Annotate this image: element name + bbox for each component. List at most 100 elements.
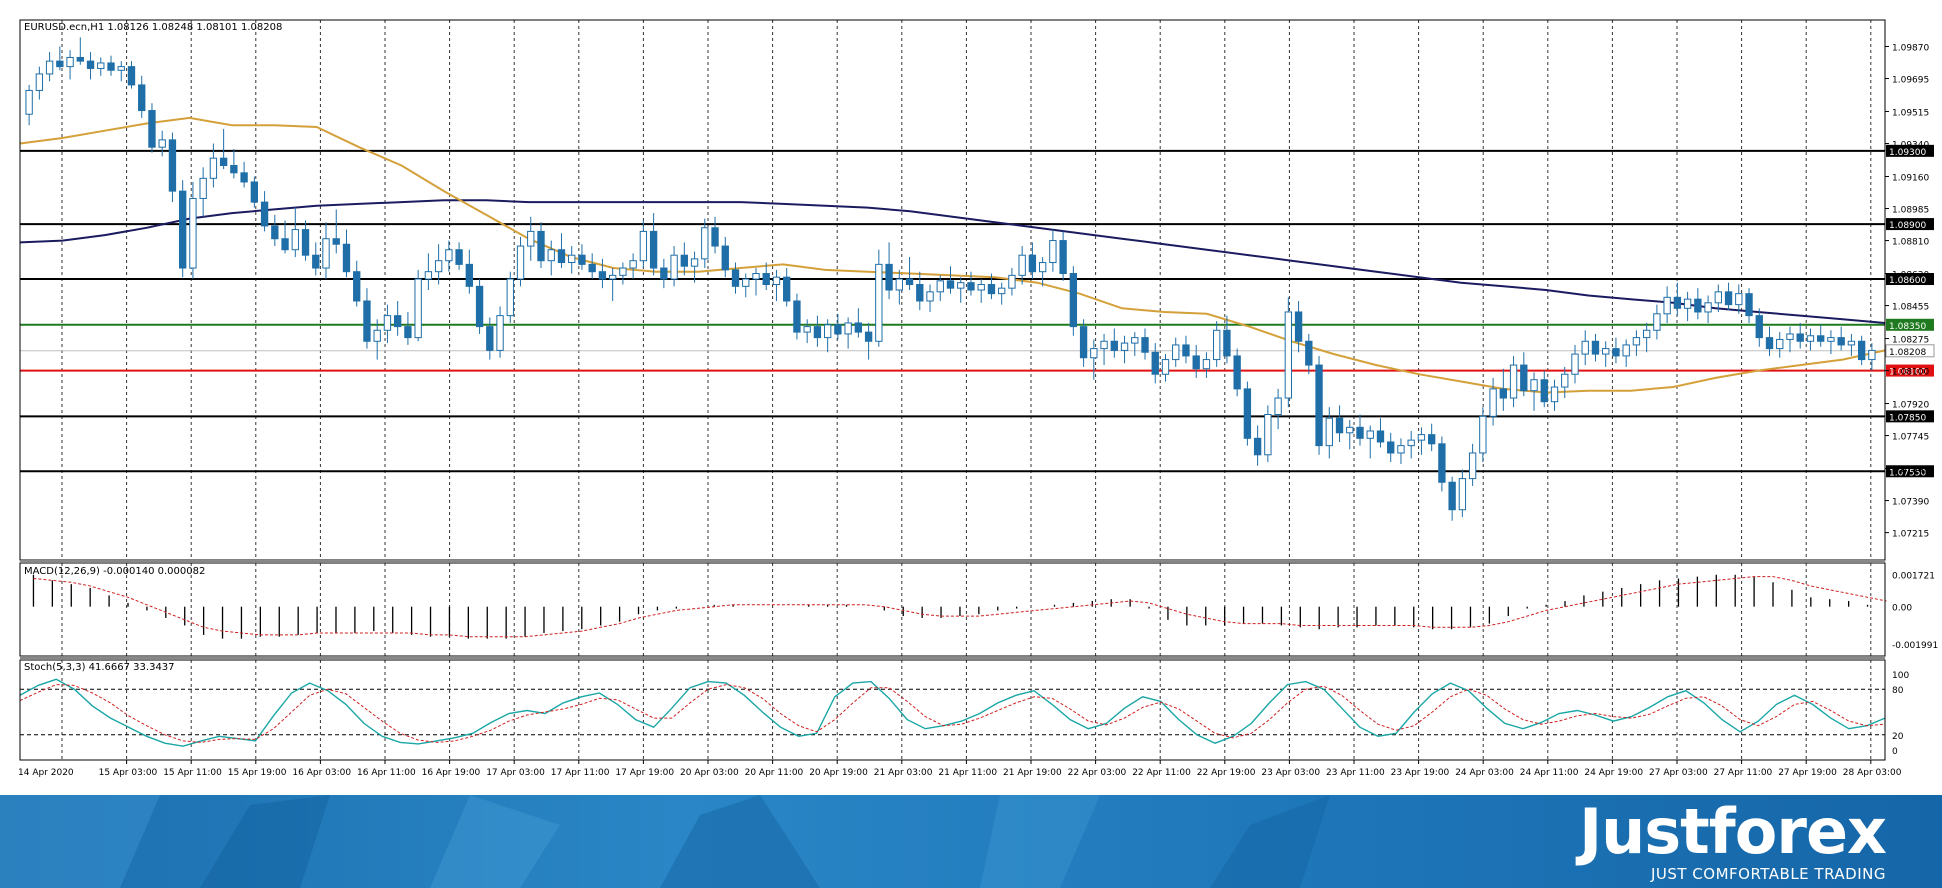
level-label: 1.07550 <box>1889 468 1926 478</box>
moving-averages <box>19 116 1886 394</box>
candle <box>731 262 740 294</box>
candle <box>260 191 269 232</box>
candle <box>1776 332 1784 358</box>
symbol-header: EURUSD.ecn,H1 1.08126 1.08248 1.08101 1.… <box>24 22 282 33</box>
stoch-tick-label: 100 <box>1892 671 1909 681</box>
candle <box>1868 343 1876 371</box>
candle <box>742 273 750 298</box>
candle <box>86 51 95 80</box>
candle <box>987 273 996 300</box>
candle <box>486 317 494 360</box>
candle <box>608 268 617 301</box>
candle <box>1561 366 1569 399</box>
candle <box>291 207 299 258</box>
candle <box>588 253 596 280</box>
candle <box>1387 432 1395 463</box>
y-tick-label: 1.09870 <box>1892 43 1929 53</box>
y-tick-label: 1.09160 <box>1892 173 1929 183</box>
candle <box>1806 328 1815 351</box>
candle <box>1817 324 1825 347</box>
candle <box>1059 231 1067 281</box>
candle <box>76 37 84 65</box>
candle <box>1038 257 1047 287</box>
candle <box>752 268 760 296</box>
x-tick-label: 27 Apr 03:00 <box>1649 768 1708 778</box>
candle <box>1642 322 1651 353</box>
candle <box>1673 282 1682 316</box>
candle <box>1857 335 1866 366</box>
candle <box>670 246 678 287</box>
candle <box>598 258 607 289</box>
candle <box>557 233 566 269</box>
candle <box>1827 330 1835 355</box>
time-axis: 14 Apr 2020 15 Apr 03:00 15 Apr 11:00 15 Ap… <box>18 760 1902 778</box>
stoch-tick-label: 20 <box>1892 732 1904 742</box>
candle <box>342 229 351 278</box>
candle <box>189 181 197 280</box>
candles <box>25 37 1876 521</box>
x-tick-label: 21 Apr 11:00 <box>938 768 997 778</box>
candle <box>1438 436 1446 492</box>
candle <box>1305 333 1313 375</box>
candle <box>946 266 955 294</box>
candle <box>875 249 883 347</box>
candle <box>1356 414 1364 446</box>
x-tick-label: 17 Apr 19:00 <box>615 768 674 778</box>
candle <box>1397 438 1405 464</box>
candle <box>783 268 791 307</box>
candle <box>230 149 238 179</box>
candle <box>107 55 115 76</box>
x-tick-label: 23 Apr 11:00 <box>1326 768 1385 778</box>
candle <box>1253 425 1262 466</box>
candle <box>1427 423 1436 452</box>
candle <box>864 322 873 360</box>
level-tag <box>1886 218 1934 231</box>
y-tick-label: 1.08275 <box>1892 336 1929 346</box>
y-tick-label: 1.07745 <box>1892 433 1929 443</box>
level-label: 1.08350 <box>1889 322 1926 332</box>
candle <box>271 214 279 247</box>
brand-tagline: JUST COMFORTABLE TRADING <box>1650 865 1886 883</box>
macd-tick-label: 0.00 <box>1892 604 1912 614</box>
candle <box>322 222 330 280</box>
candle <box>1540 370 1548 408</box>
candle <box>414 269 422 342</box>
y-tick-label: 1.08630 <box>1892 271 1929 281</box>
panel-frame <box>19 659 1886 761</box>
candle <box>66 50 74 80</box>
candle <box>1786 326 1794 353</box>
panel-frames <box>19 19 1886 761</box>
candle <box>1724 282 1733 311</box>
level-label: 1.07850 <box>1889 413 1926 423</box>
candle <box>1745 288 1753 323</box>
candle <box>1417 427 1426 455</box>
brand-banner: Justforex JUST COMFORTABLE TRADING <box>0 795 1942 888</box>
candle <box>1735 284 1743 314</box>
candle <box>496 306 504 358</box>
candle <box>1479 407 1487 463</box>
candle <box>772 269 781 301</box>
x-tick-label: 15 Apr 19:00 <box>228 768 287 778</box>
candle <box>199 167 207 217</box>
candle <box>1602 341 1610 367</box>
level-tag <box>1886 273 1934 286</box>
candle <box>527 216 535 261</box>
macd-tick-label: -0.001991 <box>1892 641 1938 651</box>
candle <box>363 288 371 349</box>
ma-slow-line <box>19 199 1886 324</box>
candle <box>312 242 320 276</box>
candle <box>1509 355 1518 408</box>
candle <box>1714 284 1722 312</box>
x-tick-label: 17 Apr 03:00 <box>486 768 545 778</box>
candle <box>1028 242 1037 280</box>
candle <box>1079 319 1088 367</box>
panel-frame <box>19 562 1886 657</box>
candle <box>1284 297 1293 408</box>
candle <box>1755 308 1763 347</box>
stoch-signal-line <box>19 684 1886 743</box>
y-tick-label: 1.08100 <box>1892 368 1929 378</box>
candle <box>1571 344 1579 384</box>
x-tick-label: 27 Apr 11:00 <box>1714 768 1773 778</box>
candle <box>1622 339 1630 367</box>
candle <box>1448 476 1456 521</box>
